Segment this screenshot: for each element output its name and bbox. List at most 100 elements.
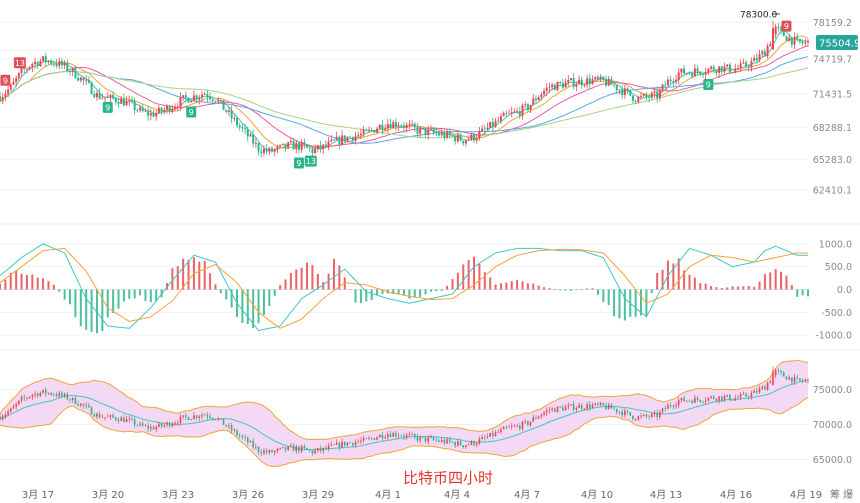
candle-body: [174, 106, 177, 109]
candle-body: [327, 141, 330, 147]
candle: [599, 74, 602, 82]
boll-candle: [317, 448, 319, 453]
candle-body: [443, 132, 446, 138]
boll-candle-body: [308, 449, 311, 451]
boll-candle-body: [298, 446, 300, 452]
candle-body: [750, 61, 753, 68]
candle: [362, 125, 365, 137]
candle-body: [160, 107, 163, 112]
boll-candle: [753, 388, 755, 393]
candle: [36, 60, 39, 69]
candle-body: [1, 97, 4, 102]
boll-candle: [397, 432, 400, 440]
boll-candle-body: [147, 425, 149, 429]
candle-body: [122, 98, 125, 106]
candle-body: [586, 78, 589, 86]
candle: [607, 75, 610, 87]
candle-body: [534, 98, 537, 101]
boll-candle: [486, 433, 489, 439]
candle: [774, 23, 777, 39]
boll-candle: [80, 403, 82, 408]
boll-candle: [222, 418, 225, 425]
candle-body: [157, 107, 160, 113]
boll-candle-body: [109, 415, 112, 417]
candle: [211, 98, 214, 105]
x-tick-label: 3月 26: [232, 489, 264, 501]
candle: [653, 87, 656, 98]
boll-candle-body: [405, 434, 408, 437]
candle-body: [130, 100, 133, 102]
boll-candle: [718, 396, 720, 404]
boll-candle: [63, 392, 66, 399]
candle: [683, 64, 686, 75]
macd-histogram-bar: [187, 260, 190, 290]
macd-histogram-bar: [591, 288, 594, 290]
boll-candle: [707, 397, 710, 403]
candle-body: [206, 94, 209, 98]
boll-candle: [489, 432, 491, 438]
candle-body: [572, 78, 575, 87]
candle-body: [25, 68, 28, 70]
boll-candle: [510, 422, 513, 430]
candle: [785, 35, 788, 41]
macd-histogram-bar: [257, 289, 260, 324]
boll-candle-body: [694, 397, 696, 403]
candle: [634, 99, 637, 105]
candle-body: [268, 148, 271, 152]
boll-candle: [758, 385, 761, 394]
candle: [508, 109, 511, 114]
boll-candle-body: [195, 415, 198, 418]
boll-candle: [448, 437, 451, 444]
boll-candle: [325, 444, 327, 451]
boll-candle: [586, 401, 588, 411]
boll-candle-body: [599, 403, 602, 405]
boll-candle-body: [750, 392, 753, 397]
boll-candle-body: [513, 425, 516, 427]
boll-candle: [556, 406, 559, 413]
candle-body: [109, 94, 112, 98]
candle: [87, 75, 90, 85]
boll-candle-body: [605, 405, 607, 409]
macd-histogram-bar: [516, 279, 519, 290]
boll-candle-body: [562, 407, 564, 411]
candle-body: [704, 72, 707, 75]
boll-candle: [607, 402, 610, 410]
candle-body: [626, 88, 629, 91]
boll-candle: [370, 436, 373, 440]
boll-candle: [69, 397, 71, 403]
boll-candle-body: [448, 439, 451, 442]
candle: [701, 72, 704, 79]
candle: [807, 39, 809, 47]
candle-body: [139, 107, 142, 111]
boll-candle-body: [185, 415, 187, 418]
macd-histogram-bar: [225, 289, 228, 300]
boll-candle: [675, 401, 677, 409]
candle: [349, 135, 352, 138]
candle: [55, 59, 58, 69]
candle: [112, 91, 115, 100]
boll-candle: [443, 437, 446, 446]
boll-candle-body: [532, 417, 535, 422]
boll-y-tick-label: 65000.0: [813, 455, 852, 466]
candle: [755, 52, 758, 64]
td-marker: 9: [0, 74, 11, 86]
candle-body: [117, 101, 120, 104]
boll-candle: [392, 431, 395, 437]
candle-body: [763, 51, 766, 57]
boll-candle: [430, 434, 432, 439]
candle: [346, 136, 349, 143]
boll-candle: [384, 434, 386, 440]
candle-body: [416, 127, 419, 134]
boll-candle: [335, 439, 338, 446]
candle: [605, 75, 607, 88]
candle-body: [71, 68, 74, 72]
candle-body: [351, 137, 354, 141]
candle-body: [236, 117, 239, 126]
boll-candle-body: [446, 439, 448, 444]
boll-candle: [77, 400, 79, 407]
candle-body: [112, 94, 115, 99]
candle-body: [55, 63, 58, 66]
boll-candle-body: [583, 408, 586, 410]
boll-candle-body: [500, 429, 502, 433]
macd-histogram-bar: [279, 285, 282, 290]
